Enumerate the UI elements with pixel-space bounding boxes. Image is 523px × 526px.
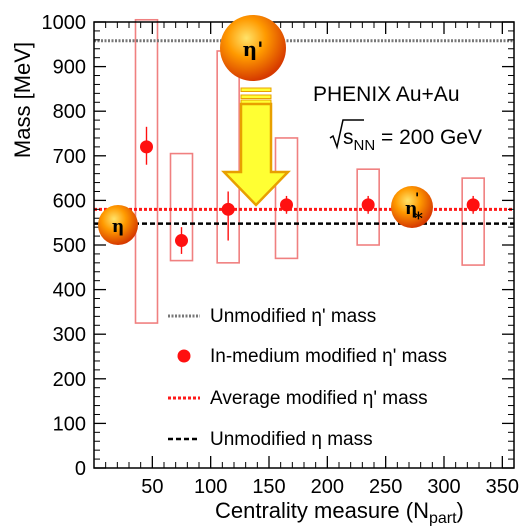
arrow-stripe [240, 94, 272, 99]
reference-lines [94, 39, 514, 225]
y-tick-label: 800 [53, 101, 86, 123]
svg-text:η': η' [243, 37, 264, 61]
svg-text:': ' [415, 191, 419, 207]
x-tick-label: 350 [486, 476, 519, 498]
sys-box [169, 152, 194, 262]
x-tick-label: 300 [427, 476, 460, 498]
y-tick-label: 400 [53, 280, 86, 302]
legend-label-unmod-eta: Unmodified η mass [210, 429, 373, 450]
x-tick-label: 250 [369, 476, 402, 498]
x-axis-title: Centrality measure (Npart) [215, 498, 464, 526]
svg-text:η: η [112, 217, 124, 237]
data-point [280, 198, 293, 212]
legend-marker-in-medium [177, 349, 191, 363]
svg-text:*: * [414, 209, 423, 229]
y-tick-label: 100 [53, 413, 86, 435]
axis-ticks: 0 100 200 300 400 500 600 700 800 900 1000 50 100 150… [42, 12, 520, 498]
down-arrow [221, 102, 291, 207]
svg-text:η: η [405, 199, 417, 219]
systematic-boxes [134, 18, 485, 324]
y-tick-label: 0 [75, 458, 86, 480]
legend: Unmodified η' mass In-medium modified η'… [168, 306, 447, 450]
x-tick-label: 50 [141, 476, 163, 498]
y-tick-label: 900 [53, 57, 86, 79]
arrow-stripe [240, 87, 272, 92]
data-point [221, 202, 235, 216]
data-point [175, 234, 188, 248]
sys-box [356, 168, 380, 246]
y-tick-label: 500 [53, 235, 86, 257]
legend-label-unmod-eta-prime: Unmodified η' mass [210, 306, 376, 327]
y-axis-title: Mass [MeV] [10, 42, 35, 158]
x-tick-label: 100 [194, 476, 227, 498]
eta-star-ball: η ' * [391, 186, 433, 229]
sqrt-sign [329, 119, 364, 150]
y-tick-label: 200 [53, 369, 86, 391]
sys-box [461, 177, 485, 266]
data-point [140, 140, 153, 154]
y-tick-label: 300 [53, 324, 86, 346]
experiment-label: PHENIX Au+Au [313, 83, 460, 106]
data-point [466, 198, 480, 212]
plot-area [94, 22, 514, 468]
data-markers [140, 140, 480, 248]
sys-box [134, 18, 159, 324]
legend-label-in-medium: In-medium modified η' mass [210, 346, 447, 367]
y-tick-label: 600 [53, 190, 86, 212]
legend-label-average: Average modified η' mass [210, 388, 428, 409]
sys-box [274, 137, 299, 260]
energy-label: sNN = 200 GeV [343, 126, 482, 154]
eta-prime-ball: η' [220, 15, 286, 81]
data-point [361, 198, 375, 212]
x-tick-label: 150 [252, 476, 285, 498]
y-tick-label: 1000 [42, 12, 87, 34]
y-tick-label: 700 [53, 146, 86, 168]
x-tick-label: 200 [311, 476, 344, 498]
arrow-annotation [221, 87, 291, 207]
eta-ball: η [98, 205, 138, 245]
